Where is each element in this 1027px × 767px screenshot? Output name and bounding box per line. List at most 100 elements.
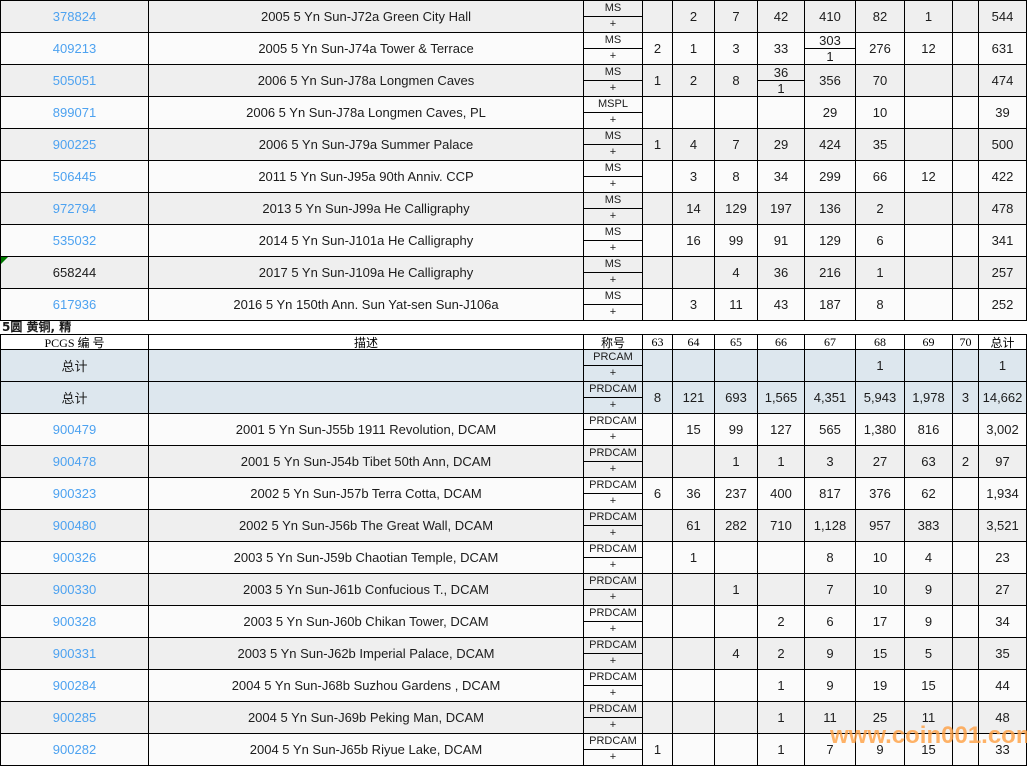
pcgs-number-link[interactable]: 506445 [52, 169, 97, 184]
pcgs-number-link[interactable]: 617936 [52, 297, 97, 312]
pcgs-number-link[interactable]: 900479 [52, 422, 97, 437]
grade-63-count [643, 606, 673, 637]
grade-66-count: 2 [758, 606, 805, 637]
grade-64-count: 16 [673, 225, 715, 256]
total-count: 500 [979, 129, 1027, 160]
plus-designation-label: + [609, 274, 617, 287]
designation-cell: MSPL + [584, 97, 643, 128]
pcgs-number-link[interactable]: 900285 [52, 710, 97, 725]
designation-cell: PRDCAM + [584, 382, 643, 413]
pcgs-number-link[interactable]: 900480 [52, 518, 97, 533]
designation-label: MS [584, 129, 642, 145]
grade-66-count [758, 97, 805, 128]
total-count: 341 [979, 225, 1027, 256]
grade-68-count: 27 [856, 446, 905, 477]
total-count: 3,002 [979, 414, 1027, 445]
grade-65-count [715, 702, 758, 733]
designation-label: PRDCAM [584, 414, 642, 430]
grade-67-count: 7 [805, 574, 856, 605]
grade-70-count [953, 414, 979, 445]
grade-70-count [953, 350, 979, 381]
grade-68-count: 1 [856, 257, 905, 288]
pcgs-number-link[interactable]: 900330 [52, 582, 97, 597]
plus-designation-label: + [609, 495, 617, 508]
pcgs-number-link[interactable]: 900323 [52, 486, 97, 501]
designation-label: MS [584, 33, 642, 49]
grade-68-count: 5,943 [856, 382, 905, 413]
total-count: 35 [979, 638, 1027, 669]
coin-description: 2017 5 Yn Sun-J109a He Calligraphy [149, 257, 584, 288]
plus-designation-label: + [609, 591, 617, 604]
table-row: 900282 2004 5 Yn Sun-J65b Riyue Lake, DCA… [1, 734, 1027, 766]
plus-designation-label: + [609, 146, 617, 159]
designation-label: PRDCAM [584, 606, 642, 622]
plus-designation-label: + [609, 527, 617, 540]
coin-description: 2001 5 Yn Sun-J55b 1911 Revolution, DCAM [149, 414, 584, 445]
designation-cell: MS + [584, 225, 643, 256]
grade-68-count: 82 [856, 1, 905, 32]
designation-label: PRDCAM [584, 638, 642, 654]
plus-designation-label: + [609, 50, 617, 63]
grade-69-count: 9 [905, 574, 953, 605]
table-row: 900323 2002 5 Yn Sun-J57b Terra Cotta, DC… [1, 478, 1027, 510]
grade-69-count [905, 129, 953, 160]
table-row: 总计 PRDCAM +8 121 693 1,565 4,351 5,943 1,978 3 14,… [1, 382, 1027, 414]
grade-70-count [953, 225, 979, 256]
coin-description: 2006 5 Yn Sun-J78a Longmen Caves, PL [149, 97, 584, 128]
grade-69-count [905, 97, 953, 128]
grade-70-count: 2 [953, 446, 979, 477]
pcgs-number-link[interactable]: 535032 [52, 233, 97, 248]
pcgs-number-link[interactable]: 900284 [52, 678, 97, 693]
pcgs-number-link[interactable]: 900326 [52, 550, 97, 565]
grade-66-count: 33 [758, 33, 805, 64]
table-row: 总计 PRCAM +1 1 [1, 350, 1027, 382]
pcgs-number-link[interactable]: 972794 [52, 201, 97, 216]
col-header-grade-69: 69 [905, 335, 953, 349]
grade-69-count: 1 [905, 1, 953, 32]
pcgs-number-cell: 900328 [1, 606, 149, 637]
grade-66-count: 400 [758, 478, 805, 509]
grade-63-count [643, 225, 673, 256]
total-count: 48 [979, 702, 1027, 733]
grade-68-count: 10 [856, 574, 905, 605]
pcgs-number-link[interactable]: 900478 [52, 454, 97, 469]
total-count: 422 [979, 161, 1027, 192]
grade-64-count: 36 [673, 478, 715, 509]
grade-64-count: 1 [673, 542, 715, 573]
grade-63-count [643, 574, 673, 605]
grade-64-count: 14 [673, 193, 715, 224]
grade-66-count: 1 [758, 446, 805, 477]
plus-designation-label: + [609, 242, 617, 255]
pcgs-number-link[interactable]: 899071 [52, 105, 97, 120]
pcgs-number-link[interactable]: 409213 [52, 41, 97, 56]
grade-63-count [643, 350, 673, 381]
pcgs-number-link[interactable]: 900331 [52, 646, 97, 661]
grade-66-count: 197 [758, 193, 805, 224]
pcgs-number-link[interactable]: 900225 [52, 137, 97, 152]
pcgs-number-cell: 900480 [1, 510, 149, 541]
designation-label: PRCAM [584, 350, 642, 366]
cell-comment-marker-icon [1, 257, 8, 264]
pcgs-number-cell: 506445 [1, 161, 149, 192]
designation-cell: PRDCAM + [584, 606, 643, 637]
table-row: 378824 2005 5 Yn Sun-J72a Green City Hall… [1, 1, 1027, 33]
total-count: 44 [979, 670, 1027, 701]
plus-designation-label: + [609, 687, 617, 700]
pcgs-number-link[interactable]: 900328 [52, 614, 97, 629]
pcgs-number-link[interactable]: 378824 [52, 9, 97, 24]
pcgs-number-cell: 899071 [1, 97, 149, 128]
pcgs-number-link[interactable]: 505051 [52, 73, 97, 88]
grade-64-count: 15 [673, 414, 715, 445]
designation-cell: PRDCAM + [584, 414, 643, 445]
designation-cell: MS + [584, 129, 643, 160]
grade-70-count [953, 161, 979, 192]
table-row: 899071 2006 5 Yn Sun-J78a Longmen Caves, … [1, 97, 1027, 129]
pcgs-number-link[interactable]: 900282 [52, 742, 97, 757]
designation-cell: MS + [584, 257, 643, 288]
pcgs-number-cell: 900478 [1, 446, 149, 477]
designation-label: MS [584, 289, 642, 305]
designation-label: PRDCAM [584, 542, 642, 558]
grade-65-count: 8 [715, 161, 758, 192]
total-count: 257 [979, 257, 1027, 288]
grade-64-count [673, 638, 715, 669]
